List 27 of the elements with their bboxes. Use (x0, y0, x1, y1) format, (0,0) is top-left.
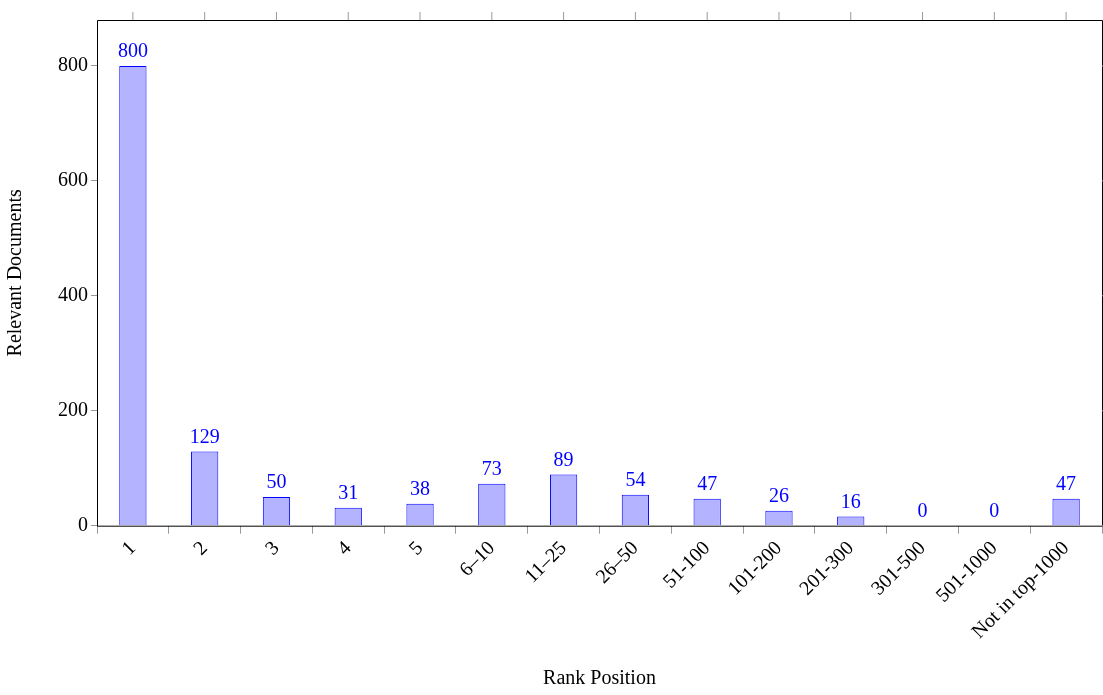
x-tick-label: 3 (260, 536, 284, 559)
data-label: 89 (553, 447, 574, 470)
data-label: 47 (1056, 471, 1077, 494)
data-label: 54 (625, 467, 646, 490)
data-label: 129 (189, 424, 220, 447)
y-tick-label: 600 (58, 168, 88, 191)
y-tick-label: 400 (58, 283, 88, 306)
x-tick-label: 1 (116, 536, 140, 559)
data-label: 50 (266, 470, 287, 493)
data-label: 0 (989, 498, 1000, 521)
x-tick-label: 6–10 (454, 536, 499, 580)
data-label: 800 (117, 39, 148, 62)
x-tick-label: 4 (332, 536, 355, 559)
y-tick-label: 200 (58, 398, 88, 420)
y-tick-label: 800 (58, 53, 88, 76)
data-label: 26 (768, 483, 789, 506)
data-label: 31 (338, 481, 359, 504)
data-label: 47 (697, 471, 718, 494)
data-label: 16 (840, 489, 861, 512)
y-axis-title: Relevant Documents (3, 189, 26, 357)
y-tick-label: 0 (78, 512, 88, 535)
x-axis-title: Rank Position (543, 666, 656, 689)
data-label: 38 (410, 477, 431, 500)
data-label: 73 (481, 456, 502, 479)
x-tick-label: 2 (188, 536, 212, 559)
x-tick-label: 5 (403, 536, 427, 559)
data-label: 0 (917, 498, 928, 521)
